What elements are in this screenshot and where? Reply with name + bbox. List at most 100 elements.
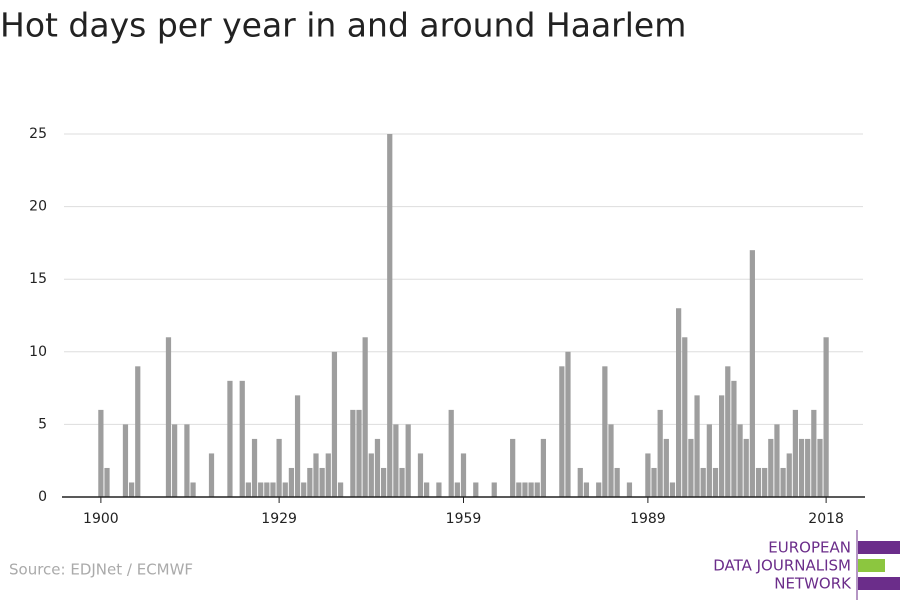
bar (743, 438, 749, 497)
x-tick-label: 1989 (630, 511, 666, 527)
y-tick-label: 25 (29, 126, 47, 142)
x-tick-label: 2018 (808, 511, 844, 527)
bar (473, 482, 479, 497)
bar (393, 424, 399, 497)
bar (208, 453, 215, 497)
bar (780, 467, 786, 497)
bar (460, 453, 467, 497)
bar (165, 337, 172, 497)
bar (294, 395, 301, 497)
bar (128, 482, 135, 497)
bar (694, 395, 700, 497)
bar (608, 424, 614, 497)
logo-bar (858, 577, 900, 590)
bar (669, 482, 676, 497)
bar (583, 482, 590, 497)
bar (331, 351, 338, 497)
bar (448, 409, 454, 497)
bar (712, 467, 719, 497)
bar (276, 438, 282, 497)
bar (534, 482, 540, 497)
bar (405, 424, 411, 497)
logo-bar (858, 541, 900, 554)
bar (362, 337, 368, 497)
bar (184, 424, 190, 497)
source: Source: EDJNet / ECMWF (9, 561, 193, 579)
bar (540, 438, 547, 497)
bar (319, 467, 325, 497)
bar (522, 482, 528, 497)
bar (227, 380, 233, 497)
bar (651, 467, 657, 497)
y-tick-label: 5 (38, 416, 47, 432)
bar (325, 453, 331, 497)
bar (559, 366, 565, 497)
bar (301, 482, 307, 497)
bar (768, 438, 774, 497)
bar (491, 482, 497, 497)
bar (307, 467, 313, 497)
bar (577, 467, 583, 497)
bar (436, 482, 442, 497)
bar (288, 467, 295, 497)
bar (731, 380, 737, 497)
bar (258, 482, 264, 497)
bar (755, 467, 762, 497)
y-tick-label: 10 (29, 344, 47, 360)
bar (792, 409, 799, 497)
bar (368, 453, 374, 497)
x-tick-label: 1929 (261, 511, 297, 527)
bar (417, 453, 424, 497)
y-tick-label: 0 (38, 489, 47, 505)
logo-text: NETWORK (774, 575, 852, 593)
bar (811, 409, 817, 497)
logo-bar (858, 559, 885, 572)
logo-text: DATA JOURNALISM (713, 557, 851, 575)
bar (528, 482, 534, 497)
bar (602, 366, 608, 497)
x-tick-label: 1900 (83, 511, 119, 527)
bar (135, 366, 141, 497)
bar (798, 438, 805, 497)
bar (626, 482, 633, 497)
bar (749, 250, 755, 497)
bar (737, 424, 743, 497)
bar (239, 380, 245, 497)
bar (645, 453, 651, 497)
bar (424, 482, 430, 497)
chart-title: Hot days per year in and around Haarlem (0, 6, 686, 45)
x-tick-label: 1959 (446, 511, 482, 527)
bar (725, 366, 731, 497)
bar (682, 337, 688, 497)
bar (282, 482, 288, 497)
bar (688, 438, 694, 497)
bar (264, 482, 270, 497)
bar (245, 482, 251, 497)
bar (251, 438, 258, 497)
bar (663, 438, 669, 497)
bar (399, 467, 405, 497)
bar (805, 438, 811, 497)
bar (98, 409, 104, 497)
bar (454, 482, 460, 497)
logo-text: EUROPEAN (768, 539, 851, 557)
bar (823, 337, 829, 497)
bar (122, 424, 129, 497)
bar (774, 424, 780, 497)
bar (190, 482, 196, 497)
bar (313, 453, 319, 497)
bar (614, 467, 620, 497)
bar (596, 482, 602, 497)
bar (270, 482, 276, 497)
bar (356, 409, 362, 497)
bar (565, 351, 571, 497)
bar (387, 134, 393, 497)
bar (516, 482, 522, 497)
bar (337, 482, 344, 497)
bar (172, 424, 178, 497)
bar (762, 467, 768, 497)
bar (510, 438, 516, 497)
bar (657, 409, 663, 497)
bar (706, 424, 712, 497)
